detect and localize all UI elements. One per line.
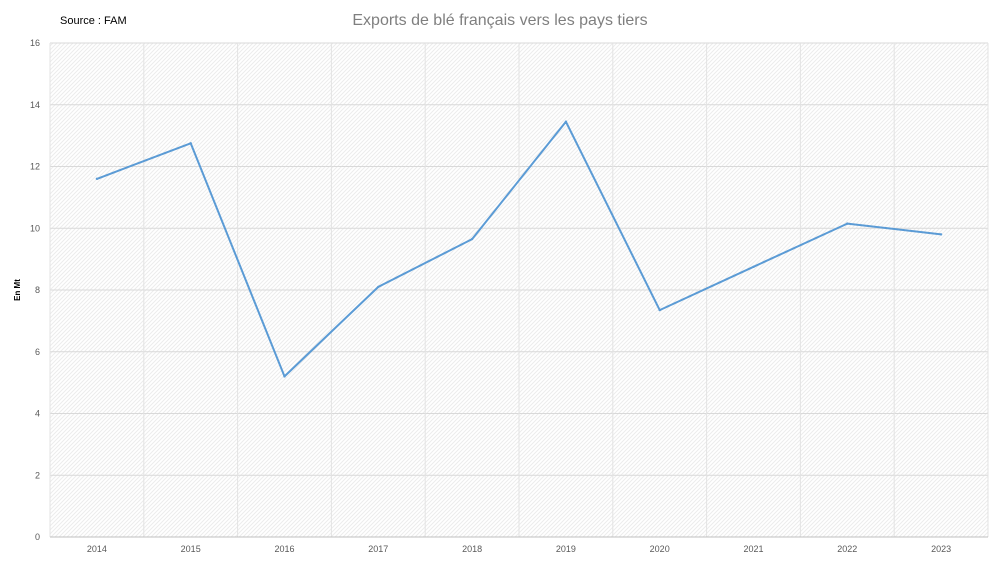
data-point	[470, 237, 474, 241]
y-tick-label: 16	[30, 38, 40, 48]
x-tick-label: 2021	[743, 544, 763, 554]
series-layer	[95, 120, 943, 378]
data-point	[564, 120, 568, 123]
series-line	[96, 120, 942, 378]
data-point	[377, 285, 380, 289]
grid-layer	[49, 42, 989, 538]
x-tick-label: 2016	[274, 544, 294, 554]
chart-title: Exports de blé français vers les pays ti…	[352, 12, 647, 29]
axis-layer: 0 2 4 6 8 10 12 14 16 2014 2015 2016 2017 2018 2019 202…	[30, 38, 988, 554]
y-tick-label: 2	[35, 470, 40, 480]
y-tick-label: 6	[35, 347, 40, 357]
data-point	[189, 142, 192, 145]
x-tick-label: 2023	[931, 544, 951, 554]
y-tick-label: 14	[30, 100, 40, 110]
data-point	[95, 177, 99, 181]
x-tick-label: 2020	[650, 544, 670, 554]
y-tick-label: 8	[35, 285, 40, 295]
y-tick-label: 4	[35, 409, 40, 419]
data-point	[939, 233, 943, 236]
data-point	[752, 265, 755, 269]
data-point	[283, 375, 286, 378]
x-tick-label: 2017	[368, 544, 388, 554]
data-point	[846, 222, 849, 225]
y-tick-label: 0	[35, 532, 40, 542]
x-tick-label: 2014	[87, 544, 107, 554]
x-tick-label: 2015	[181, 544, 201, 554]
y-axis-label: En Mt	[13, 279, 22, 301]
x-tick-label: 2022	[837, 544, 857, 554]
x-tick-label: 2018	[462, 544, 482, 554]
source-label: Source : FAM	[60, 15, 127, 27]
y-tick-label: 10	[30, 223, 40, 233]
y-tick-label: 12	[30, 162, 40, 172]
data-point	[658, 308, 661, 312]
x-tick-label: 2019	[556, 544, 576, 554]
